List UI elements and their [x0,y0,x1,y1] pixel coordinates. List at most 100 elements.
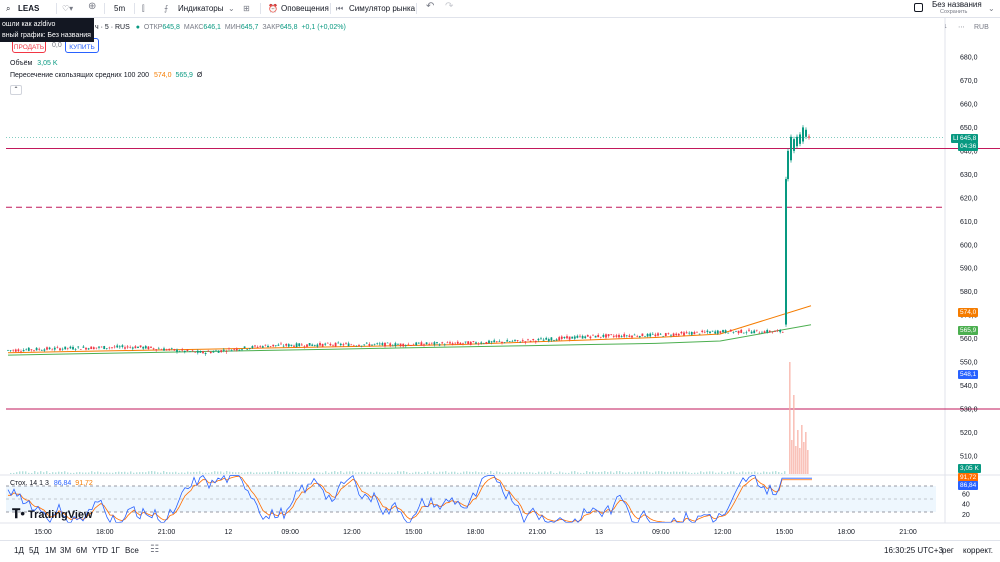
candle-body [350,344,353,346]
spread-value: 0,0 [52,42,62,49]
candle-body [412,344,415,346]
interval-button[interactable]: 5m [114,4,126,13]
chart-type-icon[interactable]: ⫿ [142,4,145,13]
candle-body [607,334,610,337]
range-3m[interactable]: 3М [60,546,72,555]
save-status[interactable]: Сохранить [940,9,968,15]
candle-body [261,346,264,348]
volume-bar [556,472,558,474]
price-chart[interactable]: 680,0 670,0 660,0 650,0 640,0 630,0 620,0 610,0… [0,0,1000,540]
indicators-button[interactable]: Индикаторы [178,4,224,13]
chevron-down-icon[interactable]: ⌄ [988,4,995,13]
candle-body [155,349,158,351]
alerts-button[interactable]: Оповещения [281,4,329,13]
collapse-legend-icon[interactable]: ⌃ [10,85,22,95]
simulator-button[interactable]: Симулятор рынка [349,4,416,13]
time-axis-layer: 15:00 18:00 21:00 12 09:00 12:00 15:00 18:00 21:… [34,529,917,536]
date-range-icon[interactable]: ☷ [150,544,159,555]
clock[interactable]: 16:30:25 UTC+3 [884,546,943,555]
undo-icon[interactable]: ↶ [426,1,435,12]
volume-bar [349,471,351,474]
divider [416,3,417,14]
compare-icon[interactable]: ♡▾ [62,4,74,13]
range-all[interactable]: Все [125,546,139,555]
volume-bar [403,471,405,474]
range-1d[interactable]: 1Д [14,546,24,555]
search-icon[interactable]: ⌕ [6,4,11,13]
range-1y[interactable]: 1Г [111,546,120,555]
candle-body [799,134,801,144]
volume-bar [37,472,39,474]
candle-body [519,342,522,343]
volume-bar [520,472,522,474]
volume-bar [592,471,594,474]
candle-body [428,343,431,345]
candle-body [152,348,155,350]
add-symbol-icon[interactable]: ⊕ [88,1,97,12]
volume-bar [304,471,306,474]
candle-body [787,150,789,180]
chevron-down-icon[interactable]: ⌄ [228,4,235,13]
candle-body [469,341,472,345]
replay-icon[interactable]: ⏮ [336,4,344,13]
candle-body [664,333,667,336]
layout-icon[interactable] [914,3,923,12]
more-icon[interactable]: ⋯ [958,24,965,31]
indicators-icon[interactable]: ⨍ [164,4,169,13]
symbol-search[interactable]: LEAS [18,4,40,13]
templates-icon[interactable]: ⊞ [243,4,250,13]
candle-body [269,346,272,347]
change-value: +0,1 (+0,02%) [301,24,346,31]
currency-label[interactable]: RUB [974,24,989,31]
candle-body [381,343,384,345]
candle-body [753,330,756,334]
volume-legend[interactable]: Объём 3,05 K [10,60,58,67]
range-1m[interactable]: 1М [45,546,57,555]
candle-body [308,343,311,346]
volume-bar [55,472,57,474]
range-5d[interactable]: 5Д [29,546,39,555]
moving-averages-layer [7,305,812,356]
layout-name[interactable]: Без названия [932,0,982,9]
candle-body [781,331,784,333]
volume-bar [538,471,540,474]
candle-body [157,348,160,350]
stoch-legend[interactable]: Стох. 14 1 3 86,84 91,72 [10,480,93,487]
volume-bar [370,471,372,474]
volume-bar [31,472,33,474]
candle-body [243,346,246,349]
candle-body [337,342,340,344]
adjust-button[interactable]: коррект. [963,546,993,555]
candle-body [441,342,444,344]
volume-bar [691,472,693,474]
candle-body [27,347,30,351]
volume-bar [778,472,780,474]
candle-body [802,127,804,142]
session-mode[interactable]: рег [942,546,954,555]
candle-body [636,336,639,337]
volume-bar [598,472,600,474]
countdown-tag: 04:36 [958,142,979,151]
candle-body [706,330,709,333]
volume-bar [13,472,15,474]
alert-icon[interactable]: ⏰ [268,4,278,13]
volume-bar [322,472,324,474]
time-tick-label: 15:00 [776,529,794,536]
candle-body [662,336,665,337]
candle-body [22,350,25,352]
chevron-down-icon[interactable]: ↓ [944,23,948,30]
volume-bar [286,471,288,474]
volume-bar [436,472,438,474]
ma-legend[interactable]: Пересечение скользящих средних 100 200 5… [10,72,202,79]
candle-body [373,343,376,345]
candle-body [105,348,108,349]
range-ytd[interactable]: YTD [92,546,108,555]
candle-body [92,347,95,350]
series-title[interactable]: ч · 5 · RUS [95,24,130,31]
range-6m[interactable]: 6М [76,546,88,555]
volume-bar [751,472,753,474]
redo-icon[interactable]: ↷ [445,1,454,12]
volume-bar [772,471,774,474]
sell-label: ПРОДАТЬ [13,44,45,51]
volume-bar [803,442,805,474]
